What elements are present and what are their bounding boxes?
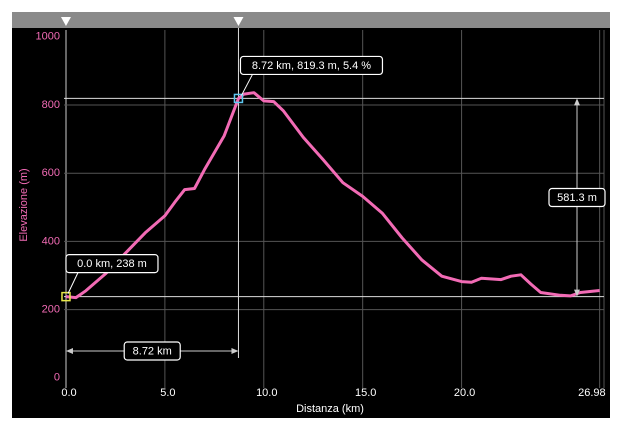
range-handle (233, 17, 244, 26)
elevation-line (65, 91, 600, 300)
arrow-head (231, 348, 239, 354)
y-tick-label: 0 (54, 372, 60, 384)
distance-label: 8.72 km (133, 345, 172, 357)
start-callout-pointer (67, 272, 79, 294)
x-tick-label: 0.0 (61, 387, 76, 399)
range-handle (60, 17, 71, 26)
y-tick-label: 600 (42, 167, 60, 179)
climb-label: 581.3 m (557, 192, 597, 204)
y-tick-label: 1000 (36, 31, 60, 43)
x-tick-label: 20.0 (454, 387, 475, 399)
climb-label-box (548, 187, 606, 208)
y-tick-label: 800 (42, 99, 60, 111)
arrow-head (574, 289, 580, 297)
x-tick-label: 10.0 (256, 387, 277, 399)
start-marker (61, 291, 71, 302)
arrow-head (574, 98, 580, 106)
cursor-marker (233, 93, 244, 104)
top-bar (12, 12, 610, 28)
cursor-callout-text: 8.72 km, 819.3 m, 5.4 % (252, 60, 371, 72)
x-axis-label: Distanza (km) (296, 403, 364, 415)
start-callout-text: 0.0 km, 238 m (77, 258, 147, 270)
distance-label-box (123, 341, 181, 361)
y-tick-label: 200 (42, 303, 60, 315)
x-tick-label: 5.0 (160, 387, 175, 399)
y-tick-label: 400 (42, 235, 60, 247)
y-axis-label: Elevazione (m) (18, 168, 30, 241)
background (12, 12, 610, 418)
cursor-callout-box (239, 55, 384, 76)
cursor-callout-pointer (241, 74, 253, 96)
x-tick-label: 15.0 (355, 387, 376, 399)
arrow-head (65, 348, 73, 354)
start-callout-box (65, 254, 159, 274)
x-tick-label: 26.98 (578, 387, 606, 399)
